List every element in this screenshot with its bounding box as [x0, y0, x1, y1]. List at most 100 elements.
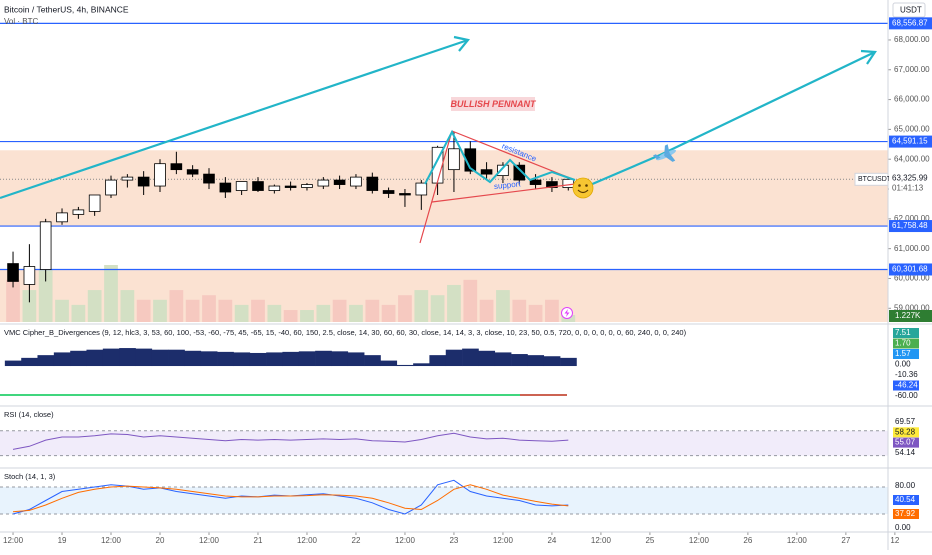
candle-body — [317, 179, 330, 187]
level-label: 61,758.48 — [892, 221, 928, 230]
candle-body — [301, 184, 313, 188]
x-tick-label: 12:00 — [297, 536, 318, 545]
candle-body — [497, 164, 509, 177]
wave-column — [298, 351, 316, 367]
level-badge — [889, 135, 932, 148]
axis-label: 37.92 — [895, 509, 916, 518]
wave-column — [527, 355, 545, 367]
volume-bar — [185, 299, 200, 322]
trend-arrow — [0, 38, 469, 200]
airplane-icon — [653, 144, 677, 162]
symbol-label: BTCUSDT — [858, 176, 892, 183]
symbol-badge — [854, 172, 889, 186]
wave-column — [543, 356, 561, 367]
y-tick-label: 66,000.00 — [894, 95, 930, 104]
wave-column — [494, 352, 512, 367]
candle-body — [203, 173, 215, 184]
candle-body — [382, 190, 395, 194]
wave-column — [151, 349, 169, 367]
candle-body — [415, 182, 428, 196]
candle-body — [39, 221, 52, 270]
volume-bar — [479, 299, 494, 322]
wave-column — [315, 350, 332, 367]
x-tick-label: 12:00 — [689, 536, 710, 545]
candle-body — [219, 182, 232, 193]
axis-label: -60.00 — [895, 391, 918, 400]
wave-column — [396, 364, 414, 367]
smiley-icon — [572, 177, 594, 199]
wave-column — [70, 350, 87, 367]
x-tick-label: 12:00 — [3, 536, 24, 545]
volume-bar — [496, 290, 510, 322]
volume-bar — [349, 304, 363, 322]
volume-bar — [234, 304, 249, 322]
x-tick-label: 23 — [449, 536, 458, 545]
axis-badge — [893, 328, 919, 338]
volume-bar — [169, 290, 184, 322]
axis-label: 0.00 — [895, 360, 911, 369]
wave-column — [282, 351, 300, 367]
axis-badge — [893, 338, 919, 349]
y-tick-label: 68,000.00 — [894, 35, 930, 44]
candle-body — [121, 176, 134, 181]
wave-column — [380, 360, 398, 367]
axis-label: 69.57 — [895, 417, 916, 426]
axis-label: 54.14 — [895, 448, 916, 457]
volume-last-label: 1.227K — [895, 311, 921, 320]
candle-body — [88, 194, 101, 212]
candle-body — [513, 164, 526, 181]
x-tick-label: 25 — [645, 536, 654, 545]
volume-bar — [398, 295, 412, 322]
candle-body — [480, 169, 493, 175]
volume-bar — [6, 279, 20, 322]
countdown-label: 01:41:13 — [892, 183, 924, 192]
axis-label: -10.36 — [895, 370, 918, 379]
candle-body — [72, 209, 85, 215]
pennant-zigzag — [424, 129, 576, 185]
volume-badge — [889, 310, 932, 322]
wave-column — [102, 348, 120, 367]
volume-bar — [202, 295, 216, 322]
axis-badge — [893, 495, 919, 505]
x-tick-label: 21 — [254, 536, 263, 545]
level-badge — [889, 17, 932, 30]
x-tick-label: 12:00 — [591, 536, 612, 545]
volume-bar — [545, 299, 559, 322]
x-tick-label: 12:00 — [199, 536, 220, 545]
candle-body — [366, 176, 379, 191]
candle-body — [252, 181, 264, 191]
volume-bar — [300, 310, 314, 322]
wave-column — [445, 349, 463, 367]
wave-column — [168, 349, 185, 367]
axis-badge — [893, 509, 919, 519]
volume-title: Vol · BTC — [4, 17, 38, 26]
volume-bar — [365, 299, 380, 322]
wave-column — [135, 348, 153, 367]
projection-arrow — [582, 51, 876, 190]
wave-column — [429, 355, 447, 367]
volume-bar — [512, 299, 527, 322]
x-tick-label: 12:00 — [395, 536, 416, 545]
x-tick-label: 22 — [352, 536, 361, 545]
volume-bar — [22, 290, 37, 322]
axis-label: 80.00 — [895, 481, 916, 490]
wave-column — [364, 355, 381, 367]
axis-label: -46.24 — [895, 381, 918, 390]
wave-column — [347, 352, 365, 367]
volume-bar — [87, 290, 102, 322]
event-icon — [561, 307, 573, 319]
y-tick-label: 65,000.00 — [894, 125, 930, 134]
pole-line — [419, 130, 453, 244]
wave-column — [560, 357, 577, 367]
volume-bar — [136, 299, 151, 322]
axis-label: 1.57 — [895, 349, 911, 358]
volume-bar — [251, 299, 265, 322]
volume-bar — [447, 284, 461, 322]
wave-column — [119, 348, 136, 367]
x-tick-label: 12:00 — [493, 536, 514, 545]
y-tick-label: 64,000.00 — [894, 154, 930, 163]
candle-body — [170, 163, 183, 171]
